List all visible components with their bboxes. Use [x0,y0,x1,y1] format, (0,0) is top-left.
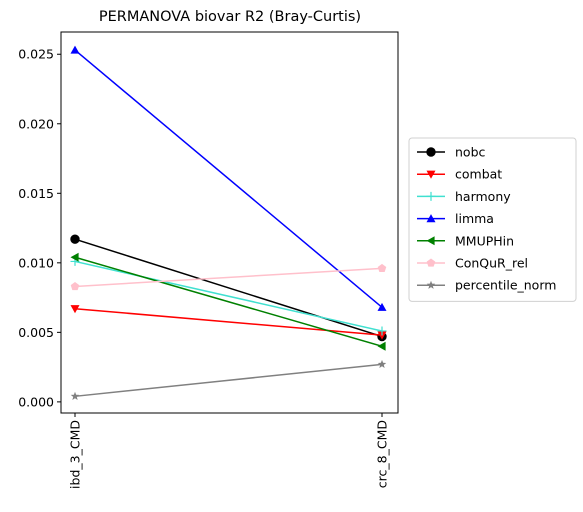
series-layer [70,45,387,400]
series-MMUPHin [70,252,386,351]
legend-entry-combat: combat [417,167,502,182]
legend-entry-ConQuR_rel: ConQuR_rel [417,256,528,271]
plot-frame [60,31,399,414]
point-limma-0 [70,45,80,54]
y-tick-label-2: 0.010 [18,255,54,270]
series-harmony [70,256,387,336]
point-ConQuR_rel-0 [70,281,80,291]
series-limma [70,45,387,311]
point-combat-0 [70,305,80,314]
legend-label-percentile_norm: percentile_norm [455,278,556,293]
chart-title: PERMANOVA biovar R2 (Bray-Curtis) [99,9,361,25]
series-percentile_norm [70,359,387,400]
point-ConQuR_rel-1 [377,263,387,273]
point-MMUPHin-1 [377,341,386,351]
y-tick-label-1: 0.005 [18,325,54,340]
legend-entry-percentile_norm: percentile_norm [417,278,556,293]
legend-marker-nobc [426,147,436,157]
legend-marker-limma [426,214,436,223]
legend-frame [408,137,577,302]
point-MMUPHin-0 [70,252,79,262]
point-limma-1 [377,302,387,311]
series-line-harmony [74,260,383,332]
y-tick-label-5: 0.025 [18,47,54,62]
legend-label-ConQuR_rel: ConQuR_rel [455,256,528,271]
series-line-nobc [74,238,383,338]
legend-label-harmony: harmony [455,189,511,204]
point-combat-1 [377,331,387,340]
legend-marker-percentile_norm [426,280,436,289]
series-line-limma [74,49,383,308]
y-tick-label-0: 0.000 [18,394,54,409]
series-nobc [70,234,387,342]
y-tick-label-4: 0.020 [18,116,54,131]
legend-entry-nobc: nobc [417,145,486,160]
x-tick-label-0: ibd_3_CMD [68,420,83,489]
point-percentile_norm-0 [70,391,80,400]
series-line-percentile_norm [74,363,383,398]
legend-entry-harmony: harmony [417,189,511,204]
legend-marker-combat [426,170,436,179]
point-harmony-1 [377,326,387,336]
legend-entry-MMUPHin: MMUPHin [417,233,514,248]
legend-marker-ConQuR_rel [426,258,436,267]
series-ConQuR_rel [70,263,387,291]
x-tick-label-1: crc_8_CMD [375,420,390,488]
legend-label-MMUPHin: MMUPHin [455,233,514,248]
legend-marker-MMUPHin [426,236,435,246]
legend-label-nobc: nobc [455,145,486,160]
y-tick-label-3: 0.015 [18,186,54,201]
axis-layer: 0.000 0.005 0.010 0.015 0.020 0.025 ibd_3_CMD c… [18,47,389,489]
legend-entry-limma: limma [417,211,494,226]
legend-marker-harmony [426,191,436,201]
legend-label-limma: limma [455,211,494,226]
legend-label-combat: combat [455,167,502,182]
point-percentile_norm-1 [377,359,387,368]
point-nobc-0 [70,234,80,244]
series-line-MMUPHin [74,256,383,347]
legend: nobc combat harmony limma MMUPHin ConQuR_relp… [408,137,577,302]
series-line-ConQuR_rel [74,267,383,288]
